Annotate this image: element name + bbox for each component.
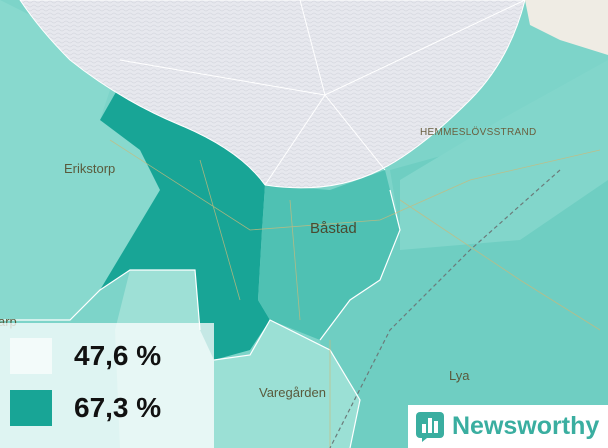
border bbox=[0, 189, 401, 448]
region-mid bbox=[258, 170, 400, 340]
brand-icon bbox=[416, 411, 444, 442]
region bbox=[400, 60, 608, 250]
legend-item: 47,6 % bbox=[10, 338, 161, 374]
place-label: Båstad bbox=[310, 220, 357, 237]
legend-swatch bbox=[10, 338, 52, 374]
legend-swatch bbox=[10, 390, 52, 426]
region bbox=[0, 0, 160, 320]
legend: 47,6 % 67,3 % bbox=[0, 323, 214, 448]
legend-item: 67,3 % bbox=[10, 390, 161, 426]
legend-label: 47,6 % bbox=[74, 340, 162, 371]
place-label: Erikstorp bbox=[64, 161, 115, 176]
road bbox=[109, 139, 601, 448]
place-label: HEMMESLÖVSSTRAND bbox=[420, 126, 536, 138]
region-dark bbox=[100, 85, 270, 360]
place-label: Lya bbox=[449, 368, 470, 383]
land-corner bbox=[525, 0, 608, 55]
brand-name: Newsworthy bbox=[452, 412, 600, 440]
region bbox=[214, 320, 360, 448]
place-label: Varegården bbox=[259, 385, 326, 400]
legend-label: 67,3 % bbox=[74, 392, 162, 423]
sea-border bbox=[119, 0, 526, 186]
brand[interactable]: Newsworthy bbox=[408, 405, 608, 448]
railway bbox=[329, 169, 561, 448]
